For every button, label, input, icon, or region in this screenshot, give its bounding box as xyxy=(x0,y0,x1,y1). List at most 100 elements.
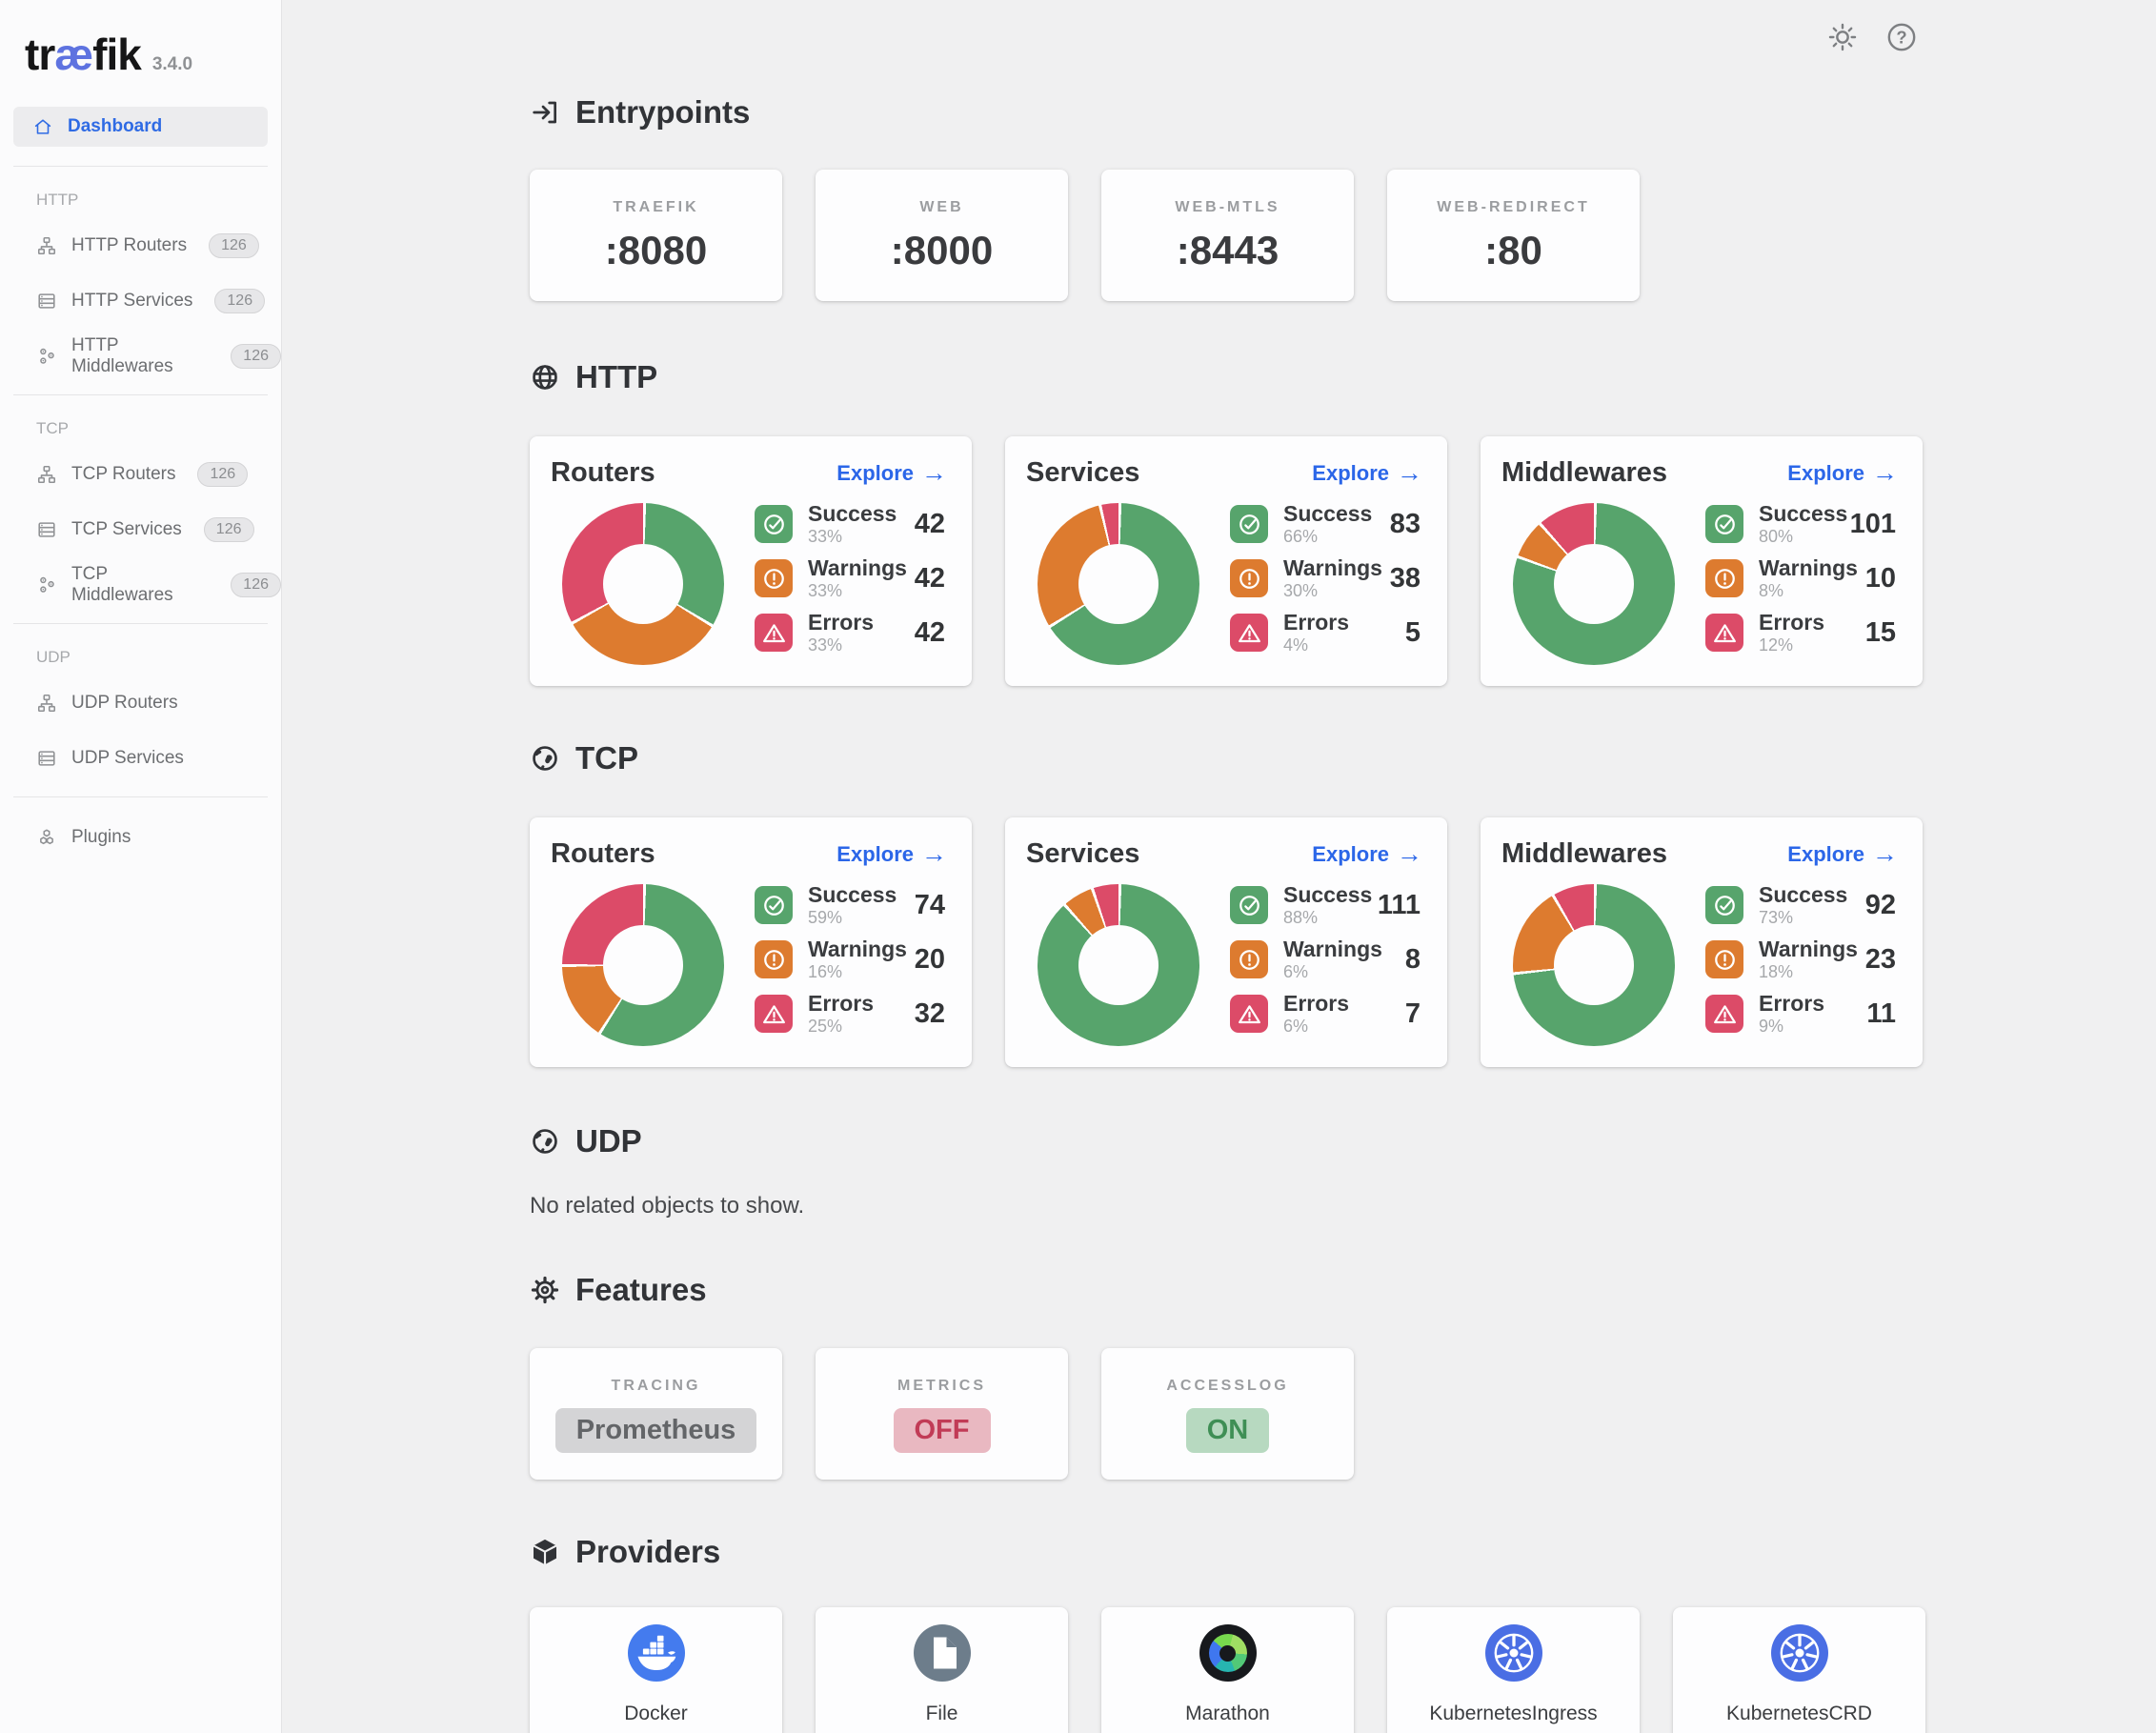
stat-value: 42 xyxy=(914,616,945,648)
sidebar: træfik 3.4.0 Dashboard HTTP HTTP Routers… xyxy=(0,0,282,1733)
http-services-card: Services Explore → Success 66% 83 Warnings… xyxy=(1005,436,1447,686)
globe-alt-icon xyxy=(533,746,557,771)
stat-value: 92 xyxy=(1864,889,1896,920)
arrow-right-icon: → xyxy=(1872,458,1898,487)
package-icon xyxy=(533,1539,557,1565)
tcp-middlewares-donut-chart xyxy=(1513,884,1675,1046)
explore-link[interactable]: Explore → xyxy=(1312,460,1422,486)
stat-label: Success xyxy=(1283,500,1373,526)
kubernetes-logo xyxy=(1484,1624,1542,1682)
tcp-routers-donut-chart xyxy=(562,884,724,1046)
success-icon xyxy=(755,886,793,924)
explore-link[interactable]: Explore → xyxy=(1787,841,1898,867)
sidebar-item-tcp-middlewares[interactable]: TCP Middlewares 126 xyxy=(0,564,281,605)
sidebar-item-tcp-routers[interactable]: TCP Routers 126 xyxy=(0,455,281,494)
entrypoints-row: TRAEFIK :8080 WEB :8000 WEB-MTLS :8443 W… xyxy=(530,170,1640,301)
features-section-header: Features xyxy=(530,1269,707,1311)
warnings-stat-row: Warnings 16% 20 xyxy=(755,937,945,981)
stat-label: Errors xyxy=(1283,990,1350,1016)
stat-label: Success xyxy=(808,500,897,526)
services-icon xyxy=(38,751,55,766)
sidebar-item-label: UDP Services xyxy=(71,748,184,768)
routers-icon xyxy=(37,465,56,484)
sidebar-item-http-middlewares[interactable]: HTTP Middlewares 126 xyxy=(0,335,281,376)
explore-label: Explore xyxy=(1312,460,1389,485)
success-stat-row: Success 80% 101 xyxy=(1705,502,1896,546)
sidebar-item-http-services[interactable]: HTTP Services 126 xyxy=(0,282,281,320)
arrow-right-icon: → xyxy=(1397,839,1422,868)
sidebar-item-tcp-services[interactable]: TCP Services 126 xyxy=(0,511,281,549)
sidebar-item-dashboard[interactable]: Dashboard xyxy=(13,107,268,147)
sidebar-item-label: HTTP Middlewares xyxy=(71,335,173,376)
explore-link[interactable]: Explore → xyxy=(836,841,947,867)
stat-percent: 6% xyxy=(1283,962,1309,982)
stat-value: 32 xyxy=(914,997,945,1029)
routers-icon xyxy=(37,694,56,713)
home-icon xyxy=(34,119,51,134)
sidebar-divider xyxy=(13,796,268,797)
sidebar-item-plugins[interactable]: Plugins xyxy=(0,818,281,856)
entrypoints-section-header: Entrypoints xyxy=(530,91,750,133)
sidebar-item-label: TCP Routers xyxy=(71,464,176,484)
sidebar-divider xyxy=(13,623,268,624)
success-icon xyxy=(1230,886,1268,924)
count-badge: 126 xyxy=(231,344,281,369)
logo-part-fik: fik xyxy=(92,30,142,79)
stat-value: 83 xyxy=(1389,508,1421,539)
entrypoint-card-web-mtls: WEB-MTLS :8443 xyxy=(1101,170,1354,301)
section-title: UDP xyxy=(575,1123,642,1159)
warning-icon xyxy=(1230,940,1268,978)
udp-empty-message: No related objects to show. xyxy=(530,1193,805,1219)
sidebar-item-udp-services[interactable]: UDP Services xyxy=(0,739,281,777)
explore-label: Explore xyxy=(836,460,914,485)
sidebar-group-tcp: TCP TCP Routers 126 TCP Services 126 TCP… xyxy=(0,419,281,605)
explore-link[interactable]: Explore → xyxy=(1787,460,1898,486)
theme-toggle-button[interactable] xyxy=(1826,21,1859,53)
stat-value: 42 xyxy=(914,562,945,594)
count-badge: 126 xyxy=(231,573,281,597)
success-icon xyxy=(1230,505,1268,543)
error-icon xyxy=(755,614,793,652)
sidebar-item-http-routers[interactable]: HTTP Routers 126 xyxy=(0,227,281,265)
marathon-logo-core xyxy=(1219,1644,1236,1662)
section-title: TCP xyxy=(575,740,638,776)
sidebar-item-udp-routers[interactable]: UDP Routers xyxy=(0,684,281,722)
sidebar-item-label: Dashboard xyxy=(68,116,163,136)
stat-percent: 33% xyxy=(808,581,843,601)
entrypoint-card-web: WEB :8000 xyxy=(816,170,1068,301)
stat-label: Warnings xyxy=(808,554,907,580)
topbar: ? xyxy=(530,21,1925,53)
feature-name: TRACING xyxy=(611,1378,701,1394)
explore-link[interactable]: Explore → xyxy=(836,460,947,486)
sidebar-item-label: Plugins xyxy=(71,827,131,847)
http-routers-card: Routers Explore → Success 33% 42 Warnings 3… xyxy=(530,436,972,686)
help-button[interactable]: ? xyxy=(1885,21,1918,53)
error-icon xyxy=(755,995,793,1033)
features-row: TRACING Prometheus METRICS OFF ACCESSLOG… xyxy=(530,1348,1354,1480)
stat-value: 42 xyxy=(914,508,945,539)
sidebar-group-label: TCP xyxy=(36,419,69,437)
success-icon xyxy=(1705,505,1743,543)
provider-name: Docker xyxy=(624,1703,688,1724)
stat-percent: 9% xyxy=(1759,1017,1784,1037)
stat-value: 74 xyxy=(914,889,945,920)
warnings-stat-row: Warnings 18% 23 xyxy=(1705,937,1896,981)
provider-name: KubernetesIngress xyxy=(1429,1703,1598,1724)
explore-link[interactable]: Explore → xyxy=(1312,841,1422,867)
entrypoint-port: :8000 xyxy=(890,228,994,272)
provider-name: File xyxy=(925,1703,958,1724)
errors-stat-row: Errors 9% 11 xyxy=(1705,992,1896,1037)
stats-list: Success 66% 83 Warnings 30% 38 Errors 4% 5 xyxy=(1230,500,1421,668)
stat-label: Errors xyxy=(808,609,875,635)
warning-icon xyxy=(755,559,793,597)
card-title: Middlewares xyxy=(1501,457,1668,488)
http-cards-row: Routers Explore → Success 33% 42 Warnings 3… xyxy=(530,436,1923,686)
gear-icon xyxy=(531,1276,559,1304)
errors-stat-row: Errors 25% 32 xyxy=(755,992,945,1036)
globe-alt-icon xyxy=(533,1129,557,1154)
entrypoint-name: TRAEFIK xyxy=(613,199,699,215)
traefik-logo: træfik 3.4.0 xyxy=(0,0,281,95)
success-stat-row: Success 33% 42 xyxy=(755,500,945,546)
success-icon xyxy=(1705,886,1743,924)
feature-value-badge: OFF xyxy=(893,1408,991,1453)
